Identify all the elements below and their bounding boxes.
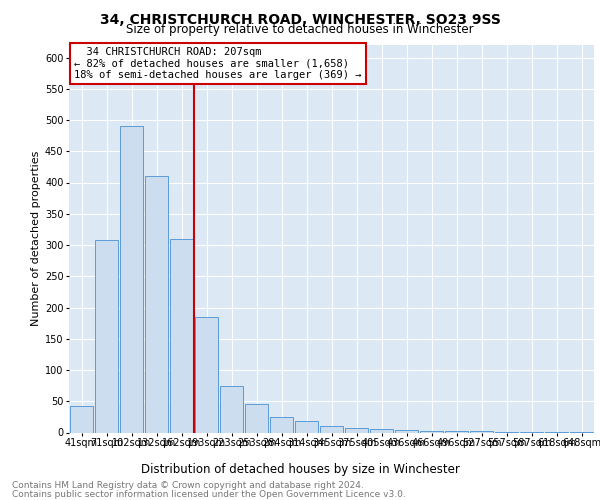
Text: 34 CHRISTCHURCH ROAD: 207sqm
← 82% of detached houses are smaller (1,658)
18% of: 34 CHRISTCHURCH ROAD: 207sqm ← 82% of de… — [74, 47, 362, 80]
Bar — [70, 406, 93, 432]
Text: Size of property relative to detached houses in Winchester: Size of property relative to detached ho… — [126, 22, 474, 36]
Text: Distribution of detached houses by size in Winchester: Distribution of detached houses by size … — [140, 462, 460, 475]
Bar — [220, 386, 243, 432]
Bar — [270, 417, 293, 432]
Text: Contains HM Land Registry data © Crown copyright and database right 2024.: Contains HM Land Registry data © Crown c… — [12, 481, 364, 490]
Bar — [370, 430, 393, 432]
Bar — [295, 421, 318, 432]
Text: 34, CHRISTCHURCH ROAD, WINCHESTER, SO23 9SS: 34, CHRISTCHURCH ROAD, WINCHESTER, SO23 … — [100, 12, 500, 26]
Y-axis label: Number of detached properties: Number of detached properties — [31, 151, 41, 326]
Bar — [245, 404, 268, 432]
Bar — [95, 240, 118, 432]
Bar — [120, 126, 143, 432]
Bar — [395, 430, 418, 432]
Bar — [145, 176, 168, 432]
Bar — [420, 430, 443, 432]
Bar — [170, 239, 193, 432]
Bar — [345, 428, 368, 432]
Bar — [320, 426, 343, 432]
Bar — [445, 431, 468, 432]
Bar — [470, 431, 493, 432]
Bar — [195, 317, 218, 432]
Text: Contains public sector information licensed under the Open Government Licence v3: Contains public sector information licen… — [12, 490, 406, 499]
